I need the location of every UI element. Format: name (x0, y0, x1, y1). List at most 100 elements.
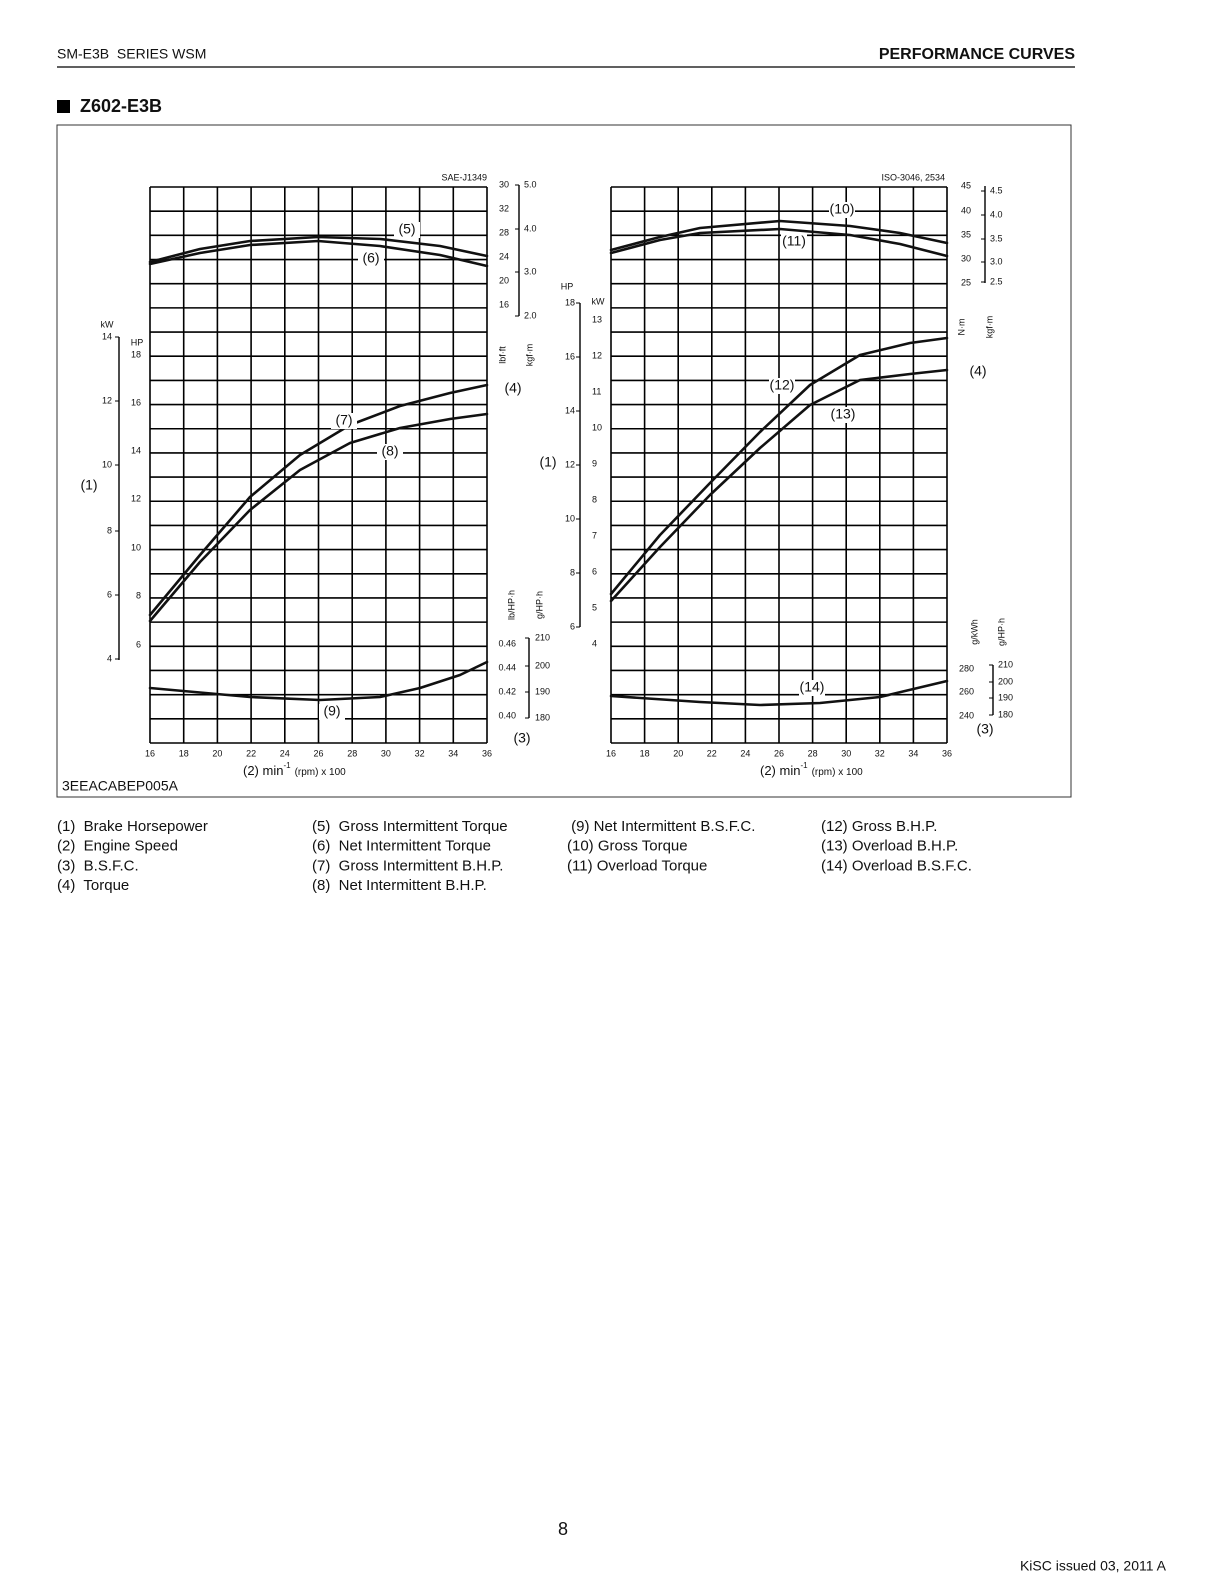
axis-tick-label: 2.0 (524, 310, 537, 320)
x-tick-label: 30 (841, 748, 851, 758)
x-tick-label: 18 (640, 748, 650, 758)
axis-tick-label: 20 (499, 275, 509, 285)
performance-curve (148, 660, 489, 702)
curve-label: (9) (323, 703, 340, 719)
curve-label-bg (799, 680, 825, 696)
axis-tick-label: 30 (499, 179, 509, 189)
axis-tick-label: 6 (592, 566, 597, 576)
axis-tick-label: 40 (961, 205, 971, 215)
x-tick-label: 24 (740, 748, 750, 758)
legend-item: (8) Net Intermittent B.H.P. (312, 877, 487, 894)
x-tick-label: 28 (808, 748, 818, 758)
axis-tick-label: 10 (565, 513, 575, 523)
axis-tick-label: 10 (592, 422, 602, 432)
axis-tick-label: 28 (499, 227, 509, 237)
axis-tick-label: 6 (136, 639, 141, 649)
axis-tick-label: 12 (131, 493, 141, 503)
axis-tick-label: 3.0 (990, 256, 1003, 266)
curve-label-bg (377, 444, 403, 460)
x-title-sup: -1 (283, 761, 291, 770)
curve-label: (13) (831, 406, 856, 422)
legend-item: (14) Overload B.S.F.C. (821, 857, 972, 874)
x-tick-label: 32 (415, 748, 425, 758)
axis-tick-label: 0.44 (498, 662, 516, 672)
axis-tick-label: 6 (570, 621, 575, 631)
legend-item: (11) Overload Torque (567, 857, 707, 874)
axis-tick-label: 16 (499, 299, 509, 309)
standard-label: SAE-J1349 (441, 172, 487, 182)
curve-label: (5) (398, 221, 415, 237)
axis-tick-label: 10 (131, 542, 141, 552)
axis-unit: lbf·ft (497, 346, 507, 364)
axis-tick-label: 5.0 (524, 179, 537, 189)
x-tick-label: 24 (280, 748, 290, 758)
axis-tick-label: 30 (961, 253, 971, 263)
axis-unit: kgf·m (984, 316, 994, 339)
legend-item: (6) Net Intermittent Torque (312, 838, 491, 855)
axis-marker: (3) (976, 721, 993, 737)
x-tick-label: 16 (145, 748, 155, 758)
axis-marker: (1) (80, 477, 97, 493)
x-tick-label: 20 (673, 748, 683, 758)
performance-curve (148, 412, 489, 623)
legend-item: (1) Brake Horsepower (57, 818, 208, 835)
axis-marker: (4) (504, 380, 521, 396)
section-bullet (57, 100, 70, 113)
axis-tick-label: 3.0 (524, 266, 537, 276)
axis-tick-label: 8 (136, 590, 141, 600)
axis-tick-label: 4.5 (990, 185, 1003, 195)
axis-tick-label: 0.40 (498, 710, 516, 720)
curve-label-bg (830, 407, 856, 423)
performance-curve (609, 219, 949, 252)
axis-marker: (1) (539, 454, 556, 470)
legend-item: (10) Gross Torque (567, 838, 688, 855)
header-left: SM-E3B SERIES WSM (57, 46, 206, 62)
axis-unit: g/HP·h (534, 591, 544, 619)
axis-unit: lb/HP·h (506, 590, 516, 620)
axis-tick-label: 14 (102, 331, 112, 341)
legend-item: (5) Gross Intermittent Torque (312, 818, 508, 835)
axis-tick-label: 10 (102, 459, 112, 469)
axis-tick-label: 7 (592, 530, 597, 540)
x-tick-label: 18 (179, 748, 189, 758)
section-title: Z602-E3B (80, 96, 162, 116)
x-title-prefix: (2) min (760, 763, 800, 778)
axis-unit: g/kWh (969, 619, 979, 645)
axis-unit: kW (101, 319, 115, 329)
legend-item: (3) B.S.F.C. (57, 857, 139, 874)
legend-item: (4) Torque (57, 877, 129, 894)
curve-label: (12) (770, 377, 795, 393)
performance-curve (148, 239, 489, 268)
curve-label: (8) (381, 443, 398, 459)
axis-tick-label: 260 (959, 686, 974, 696)
axis-tick-label: 4.0 (524, 223, 537, 233)
axis-tick-label: 9 (592, 458, 597, 468)
axis-tick-label: 280 (959, 663, 974, 673)
axis-marker: (4) (969, 363, 986, 379)
axis-tick-label: 14 (131, 445, 141, 455)
axis-tick-label: 24 (499, 251, 509, 261)
curve-label-bg (319, 704, 345, 720)
axis-unit: g/HP·h (996, 618, 1006, 646)
figure-code: 3EEACABEP005A (62, 778, 179, 794)
curve-label: (14) (800, 679, 825, 695)
axis-tick-label: 12 (592, 350, 602, 360)
curve-label-bg (829, 202, 855, 218)
performance-curve (609, 368, 949, 603)
performance-curve (609, 679, 949, 707)
axis-tick-label: 4 (592, 638, 597, 648)
curve-label-bg (781, 234, 807, 250)
x-title-suffix: (rpm) x 100 (812, 767, 864, 778)
axis-tick-label: 13 (592, 314, 602, 324)
axis-marker: (3) (513, 730, 530, 746)
axis-tick-label: 45 (961, 180, 971, 190)
axis-tick-label: 4 (107, 653, 112, 663)
curve-label-bg (394, 222, 420, 238)
axis-tick-label: 180 (535, 712, 550, 722)
axis-tick-label: 8 (570, 567, 575, 577)
axis-tick-label: 240 (959, 710, 974, 720)
axis-tick-label: 190 (535, 686, 550, 696)
performance-curve (609, 336, 949, 596)
axis-unit: kgf·m (524, 344, 534, 367)
